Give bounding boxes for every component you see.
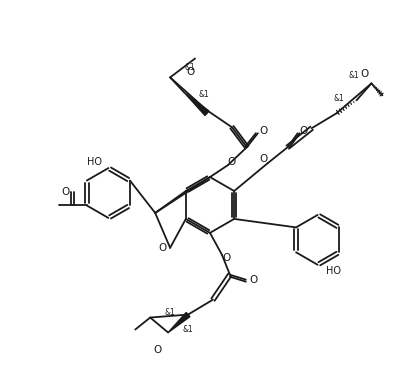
Polygon shape (168, 312, 190, 333)
Text: &1: &1 (183, 325, 193, 334)
Text: O: O (228, 157, 236, 167)
Text: O: O (260, 126, 268, 136)
Text: HO: HO (326, 266, 341, 276)
Text: O: O (186, 67, 194, 78)
Text: &1: &1 (348, 71, 359, 80)
Text: O: O (158, 243, 166, 253)
Polygon shape (184, 92, 209, 115)
Text: &1: &1 (333, 94, 344, 103)
Text: O: O (360, 69, 369, 80)
Text: &1: &1 (185, 63, 195, 72)
Text: &1: &1 (165, 308, 176, 317)
Text: &1: &1 (199, 90, 210, 99)
Text: O: O (223, 253, 231, 263)
Text: O: O (260, 154, 268, 164)
Text: O: O (250, 275, 258, 285)
Text: HO: HO (88, 157, 103, 167)
Text: O: O (62, 186, 70, 197)
Text: O: O (153, 346, 161, 355)
Text: O: O (300, 126, 308, 136)
